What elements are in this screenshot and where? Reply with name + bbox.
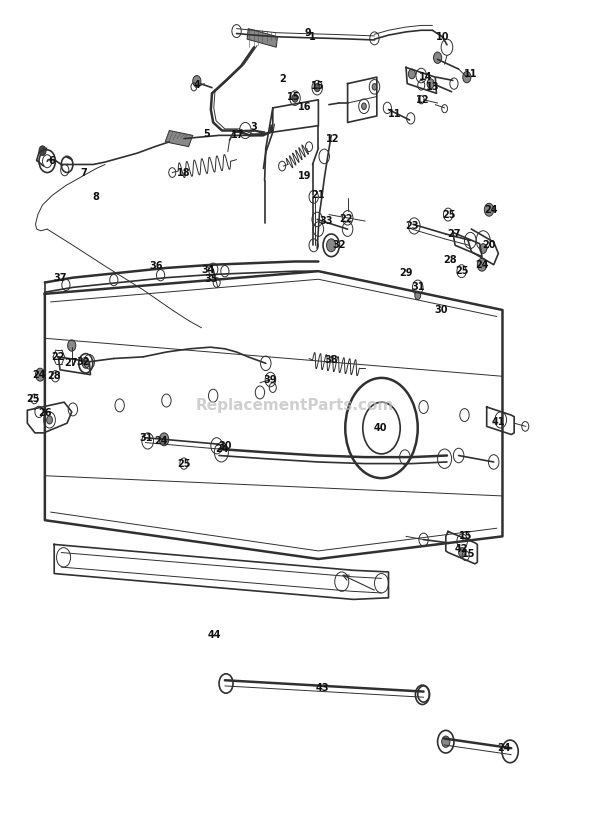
Text: 13: 13 — [425, 82, 439, 92]
Circle shape — [68, 340, 76, 351]
Circle shape — [463, 72, 471, 83]
Text: 23: 23 — [405, 221, 419, 231]
Circle shape — [434, 52, 442, 63]
Text: 25: 25 — [455, 266, 469, 276]
Text: 3: 3 — [251, 122, 257, 133]
Text: 27: 27 — [64, 358, 77, 369]
Circle shape — [35, 368, 45, 381]
Text: 24: 24 — [154, 436, 168, 446]
Circle shape — [159, 433, 169, 446]
Text: 17: 17 — [231, 129, 244, 139]
Text: ReplacementParts.com: ReplacementParts.com — [196, 398, 394, 413]
Text: 15: 15 — [459, 532, 473, 541]
Text: 26: 26 — [38, 409, 51, 418]
Text: 33: 33 — [319, 216, 333, 226]
Text: 16: 16 — [297, 102, 311, 112]
Text: 15: 15 — [463, 549, 476, 559]
Text: 12: 12 — [326, 134, 340, 144]
Text: 18: 18 — [177, 168, 191, 177]
Text: 28: 28 — [444, 255, 457, 265]
Text: 19: 19 — [297, 171, 311, 181]
Text: 1: 1 — [309, 32, 316, 42]
Circle shape — [314, 84, 320, 92]
Text: 24: 24 — [497, 743, 511, 753]
Text: 7: 7 — [80, 168, 87, 178]
Text: 24: 24 — [476, 260, 489, 269]
Text: 2: 2 — [278, 74, 286, 84]
Text: 40: 40 — [373, 423, 387, 433]
Text: 34: 34 — [202, 265, 215, 274]
Circle shape — [427, 79, 434, 89]
Circle shape — [484, 204, 494, 217]
Text: 41: 41 — [491, 417, 505, 427]
Text: 24: 24 — [32, 370, 46, 379]
Circle shape — [442, 736, 450, 747]
Circle shape — [193, 76, 201, 87]
Text: 9: 9 — [304, 28, 312, 37]
Text: 25: 25 — [27, 394, 40, 404]
Text: 37: 37 — [53, 273, 67, 282]
Text: 39: 39 — [264, 374, 277, 384]
Text: 25: 25 — [177, 458, 191, 469]
Text: 4: 4 — [194, 81, 200, 90]
Text: 44: 44 — [208, 630, 221, 640]
Text: 6: 6 — [48, 156, 55, 166]
Text: 27: 27 — [447, 229, 461, 239]
Circle shape — [408, 69, 415, 79]
Text: 43: 43 — [315, 683, 329, 694]
Text: 5: 5 — [203, 129, 209, 138]
Text: 21: 21 — [312, 190, 325, 200]
Text: 32: 32 — [332, 240, 346, 251]
Circle shape — [47, 416, 53, 424]
Text: 10: 10 — [435, 32, 449, 42]
Circle shape — [292, 94, 298, 103]
Text: 31: 31 — [411, 282, 424, 292]
Text: 15: 15 — [310, 81, 324, 91]
Circle shape — [362, 103, 366, 110]
Text: 24: 24 — [215, 444, 229, 454]
Circle shape — [82, 358, 89, 368]
Text: 35: 35 — [204, 274, 218, 284]
Text: 22: 22 — [340, 214, 353, 225]
Text: 11: 11 — [388, 108, 401, 119]
Text: 29: 29 — [399, 268, 413, 278]
Polygon shape — [165, 130, 193, 147]
Text: 11: 11 — [464, 69, 477, 79]
Text: 28: 28 — [47, 371, 61, 381]
Text: 32: 32 — [77, 357, 90, 367]
Circle shape — [372, 84, 377, 90]
Text: 24: 24 — [484, 205, 498, 215]
Text: 8: 8 — [93, 192, 100, 202]
Text: 36: 36 — [149, 261, 163, 271]
Text: 30: 30 — [218, 441, 232, 451]
Text: 12: 12 — [416, 94, 429, 105]
Circle shape — [39, 146, 46, 155]
Text: 38: 38 — [324, 355, 338, 365]
Text: 22: 22 — [51, 352, 65, 362]
Text: 15: 15 — [287, 91, 300, 102]
Text: 14: 14 — [419, 72, 432, 82]
Text: 20: 20 — [482, 240, 496, 251]
Polygon shape — [247, 28, 277, 47]
Circle shape — [415, 291, 421, 300]
Circle shape — [458, 548, 466, 558]
Text: 30: 30 — [434, 305, 448, 315]
Text: 31: 31 — [140, 433, 153, 443]
Text: 25: 25 — [442, 209, 456, 220]
Circle shape — [326, 239, 336, 252]
Circle shape — [480, 243, 487, 253]
Circle shape — [477, 258, 487, 271]
Text: 42: 42 — [454, 545, 468, 554]
